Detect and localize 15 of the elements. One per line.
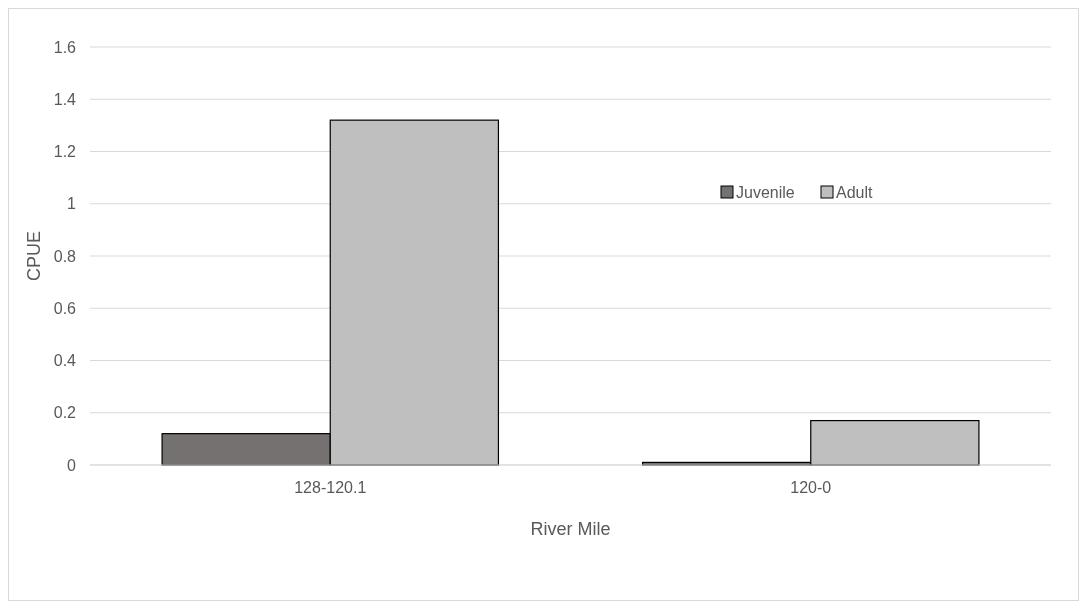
legend-label: Adult bbox=[836, 183, 874, 201]
x-tick-label: 120-0 bbox=[790, 479, 832, 496]
y-tick-label: 1.6 bbox=[53, 38, 77, 56]
y-axis-title: CPUE bbox=[24, 230, 44, 282]
legend-label: Juvenile bbox=[736, 183, 795, 201]
x-tick-label: 128-120.1 bbox=[294, 479, 367, 496]
y-tick-label: 0.2 bbox=[53, 404, 77, 422]
y-tick-label: 0.6 bbox=[53, 299, 77, 317]
y-tick-label: 1.2 bbox=[53, 143, 77, 161]
x-axis-title: River Mile bbox=[530, 519, 611, 539]
y-tick-label: 0 bbox=[67, 456, 77, 474]
y-tick-label: 0.4 bbox=[53, 352, 77, 370]
y-tick-label: 1 bbox=[67, 195, 77, 213]
y-tick-label: 1.4 bbox=[53, 90, 77, 108]
y-tick-label: 0.8 bbox=[53, 247, 77, 265]
